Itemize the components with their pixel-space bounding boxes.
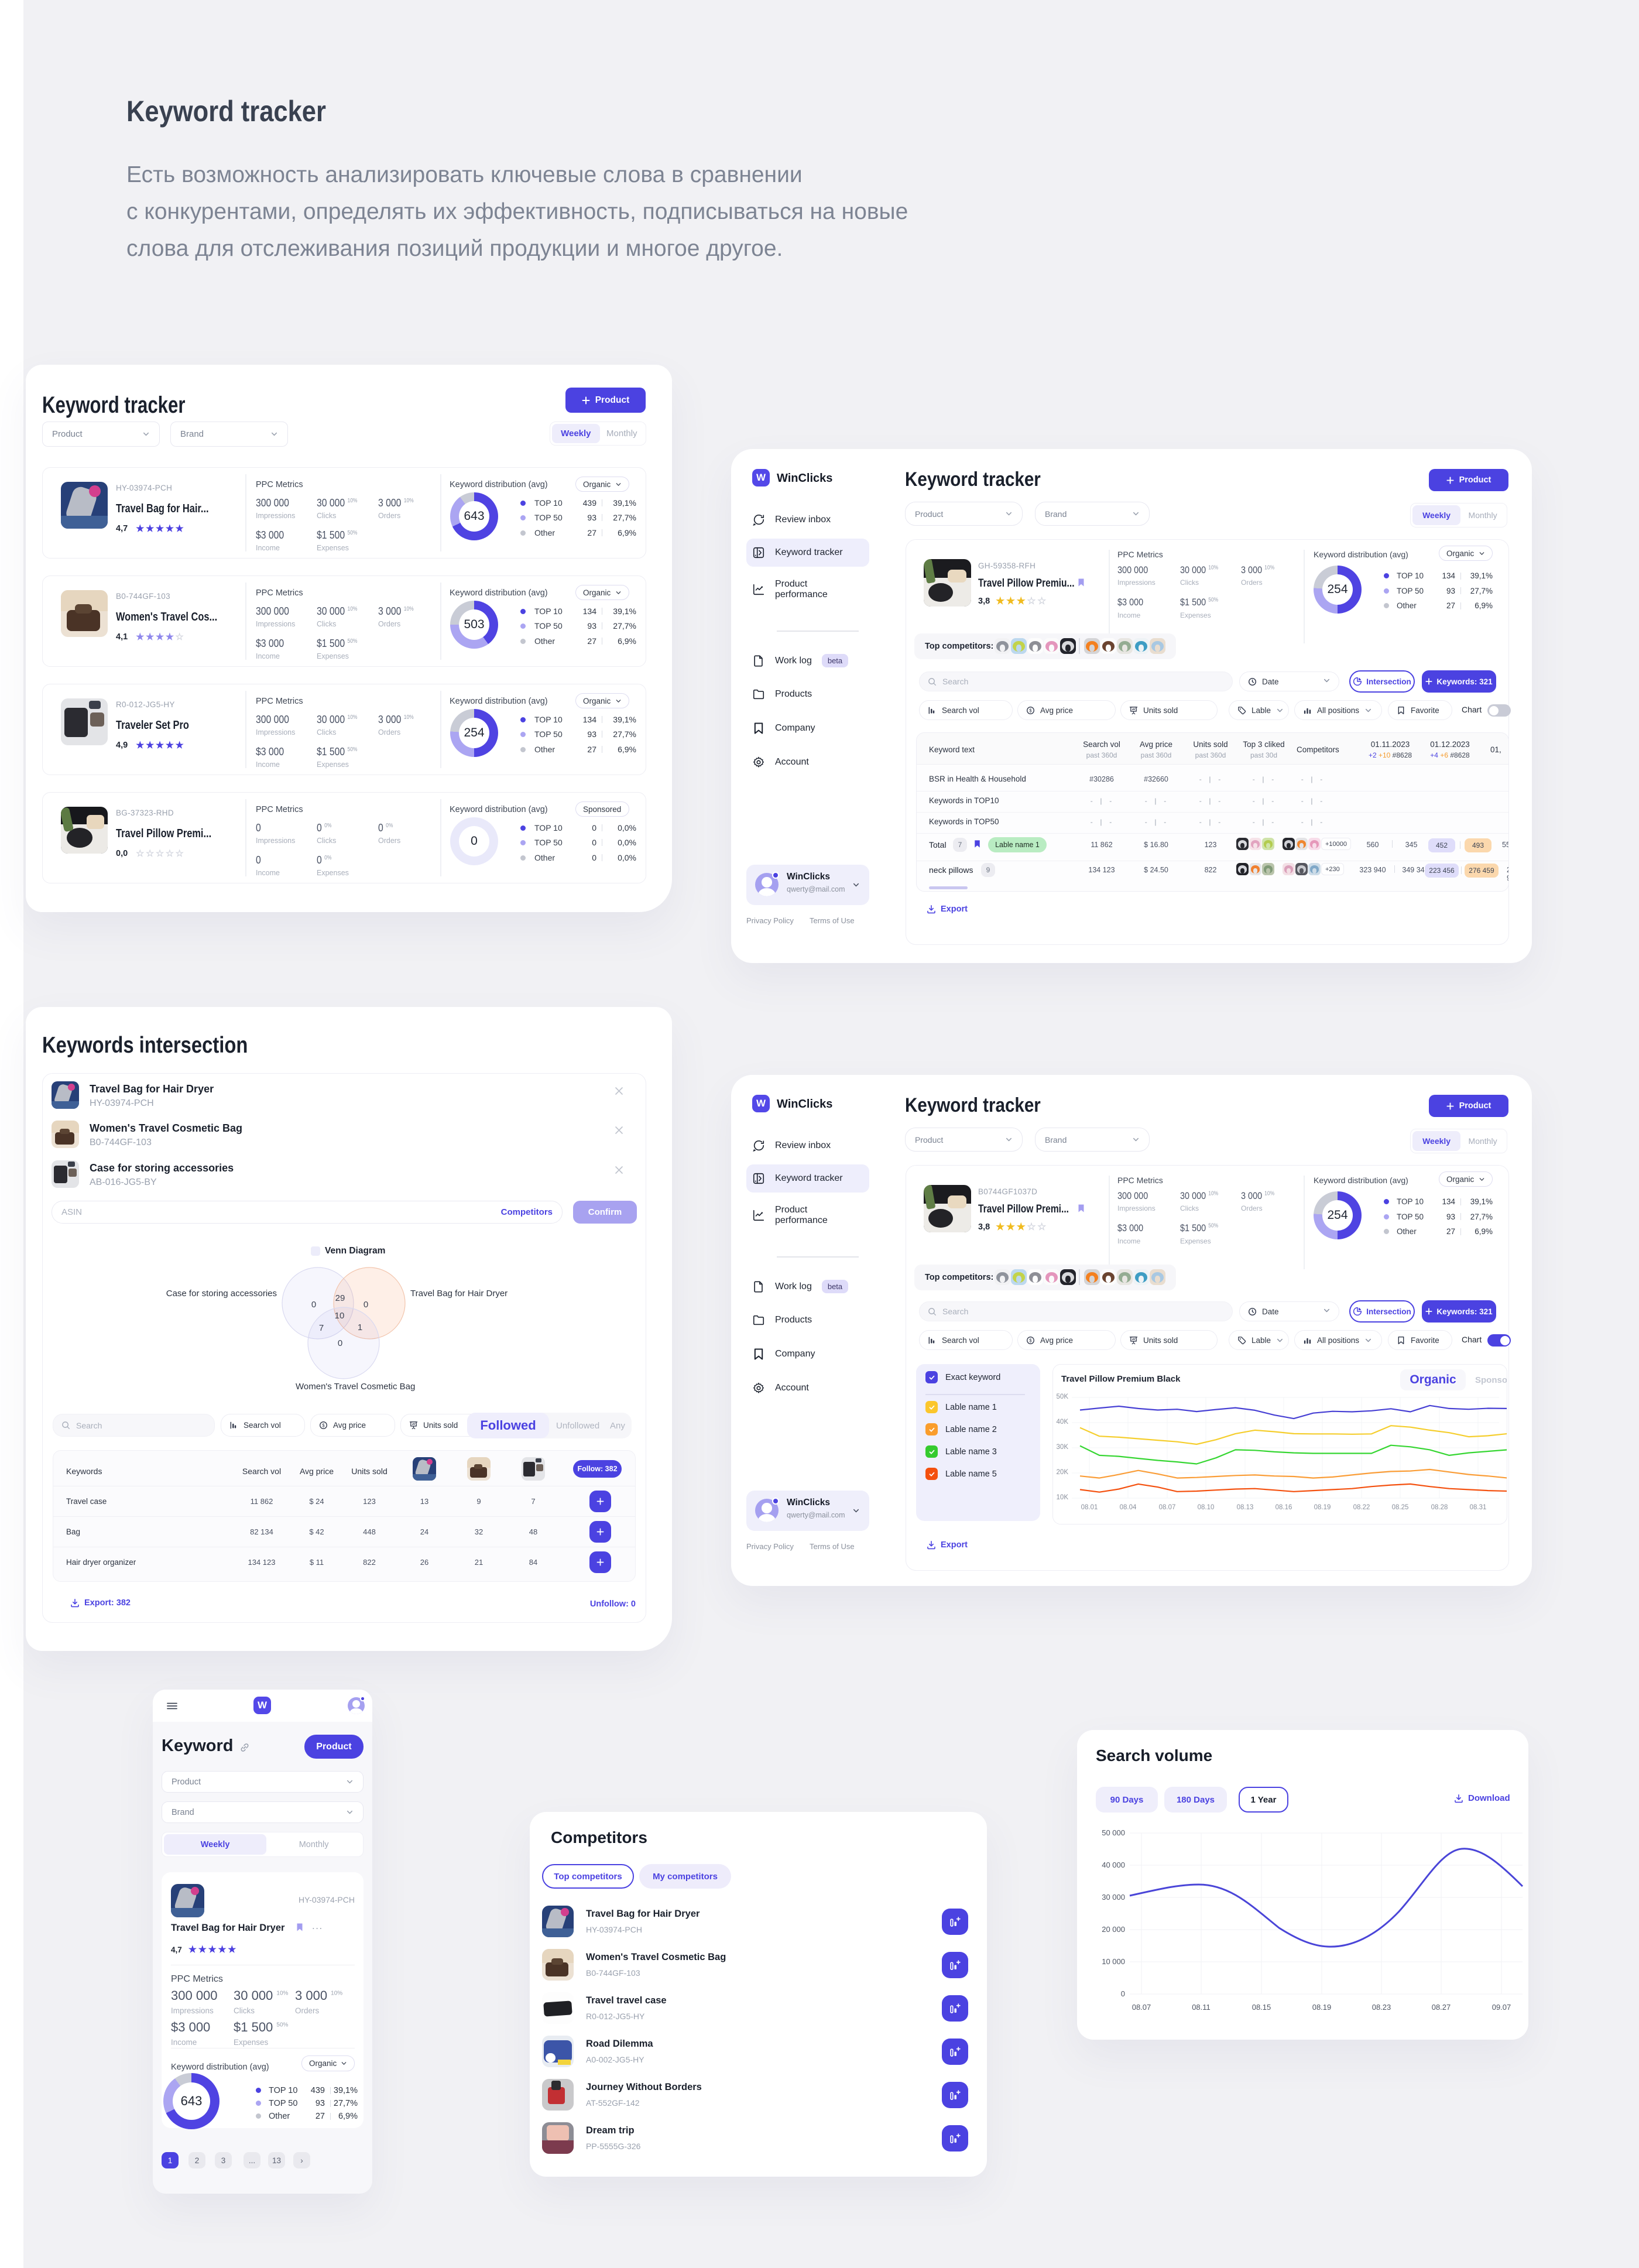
svg-text:$: $ (1029, 1338, 1032, 1343)
svg-text:$: $ (322, 1423, 325, 1428)
svg-text:$: $ (1029, 708, 1032, 713)
